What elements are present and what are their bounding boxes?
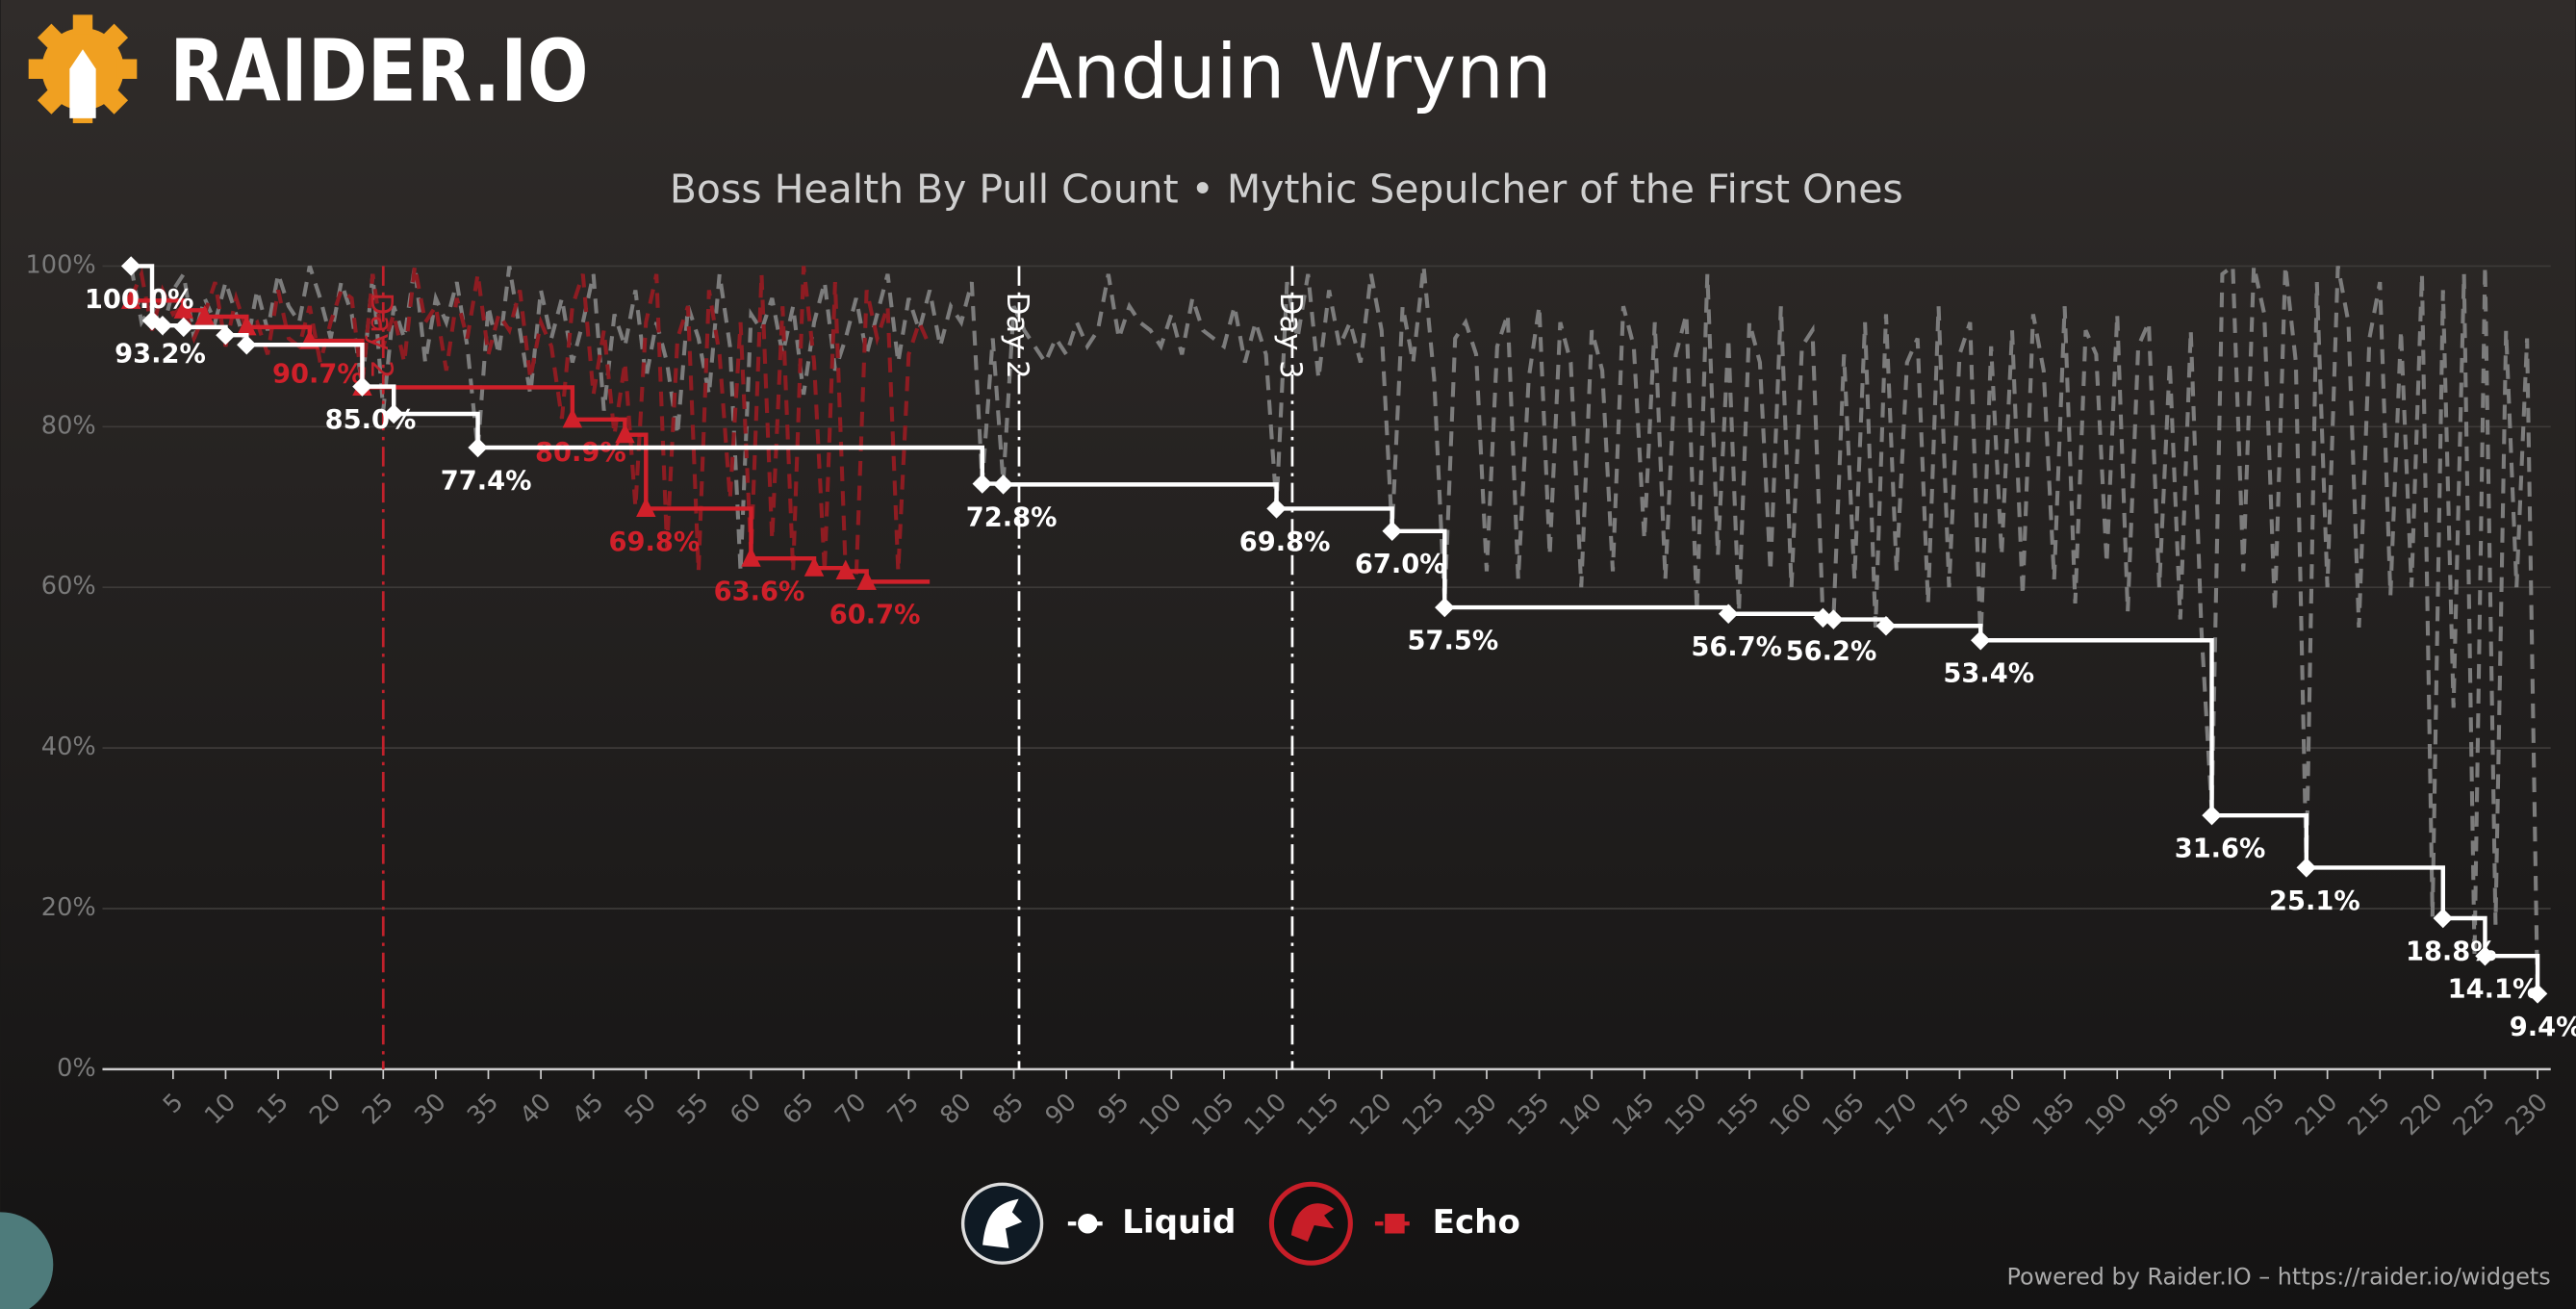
progress-marker (835, 559, 856, 580)
legend-label[interactable]: Liquid (1122, 1203, 1236, 1242)
data-label: 80.9% (535, 438, 626, 468)
progress-marker (1718, 603, 1739, 624)
progress-marker (741, 547, 761, 567)
progress-marker (237, 315, 257, 336)
data-label: 93.2% (115, 340, 206, 370)
progress-marker (2433, 908, 2454, 929)
data-label: 60.7% (829, 601, 921, 630)
data-label: 56.7% (1691, 632, 1782, 662)
progress-marker (352, 376, 372, 397)
y-tick-label: 100% (26, 250, 96, 279)
data-label: 57.5% (1407, 626, 1498, 655)
data-label: 14.1% (2448, 975, 2539, 1005)
y-tick-label: 20% (41, 893, 96, 922)
progress-marker (383, 403, 404, 424)
day-marker-label: Day 2 (1000, 293, 1034, 379)
progress-marker (636, 497, 656, 517)
legend-swatch-marker (1078, 1214, 1098, 1234)
progress-marker (2296, 858, 2317, 878)
progress-marker (194, 305, 215, 325)
progress-marker (173, 298, 194, 319)
progress-marker (237, 334, 257, 355)
logo-gear (28, 14, 138, 123)
footer: Powered by Raider.IO – https://raider.io… (2006, 1264, 2550, 1291)
y-tick-label: 40% (41, 732, 96, 761)
progress-marker (173, 317, 194, 338)
data-label: 25.1% (2269, 886, 2360, 916)
legend: Liquid Echo (960, 1181, 1520, 1266)
data-label: 90.7% (272, 359, 364, 389)
corner-bubble (0, 1212, 54, 1309)
progress-marker (2202, 805, 2222, 826)
data-label: 72.8% (966, 503, 1058, 533)
progress-marker (1382, 521, 1402, 542)
data-label: 9.4% (2510, 1013, 2576, 1042)
data-label: 67.0% (1355, 550, 1446, 579)
logo-text: RAIDER.IO (169, 22, 588, 121)
data-label: 77.4% (441, 466, 532, 496)
data-label: 69.8% (1239, 527, 1331, 557)
progress-marker (1824, 609, 1844, 629)
attempt-line (129, 266, 932, 583)
data-label: 69.8% (608, 527, 700, 557)
progress-marker (216, 324, 236, 346)
data-label: 100.0% (85, 285, 194, 315)
progress-marker (972, 474, 993, 494)
data-label: 85.0% (325, 405, 417, 435)
progress-marker (120, 289, 141, 309)
progress-marker (1875, 616, 1897, 636)
chart-title: Anduin Wrynn (1021, 28, 1552, 116)
y-tick-label: 0% (57, 1054, 96, 1083)
y-tick-label: 80% (41, 411, 96, 440)
progress-marker (120, 256, 141, 276)
progress-marker (1971, 630, 1991, 651)
day-marker-label: Day 3 (1273, 293, 1308, 379)
progress-marker (856, 570, 877, 590)
progress-marker (1435, 597, 1455, 618)
y-tick-label: 60% (41, 572, 96, 601)
day-marker-label: Day 2 (364, 293, 398, 379)
plot-area: 0%20%40%60%80%100%5 10 15 20 25 30 35 40 45 50 55 6… (26, 250, 2576, 1142)
data-label: 56.2% (1786, 636, 1877, 666)
progress-line (131, 298, 931, 584)
data-label: 63.6% (714, 578, 805, 607)
legend-swatch-marker (1385, 1214, 1405, 1234)
data-label: 31.6% (2175, 834, 2266, 864)
legend-items: Liquid Echo (1067, 1203, 1520, 1242)
progress-marker (993, 475, 1013, 495)
progress-marker (468, 437, 488, 458)
progress-marker (615, 423, 635, 444)
progress-marker (803, 556, 825, 577)
progress-marker (152, 315, 173, 336)
logo: RAIDER.IO (28, 14, 589, 123)
data-label: 53.4% (1943, 659, 2034, 689)
legend-logo-liquid (960, 1182, 1044, 1265)
legend-logo-echo (1268, 1181, 1353, 1266)
progress-marker (562, 407, 583, 428)
legend-label[interactable]: Echo (1433, 1203, 1520, 1242)
chart-subtitle: Boss Health By Pull Count • Mythic Sepul… (670, 167, 1903, 213)
attempt-line (129, 262, 2540, 997)
progress-marker (1266, 499, 1287, 519)
